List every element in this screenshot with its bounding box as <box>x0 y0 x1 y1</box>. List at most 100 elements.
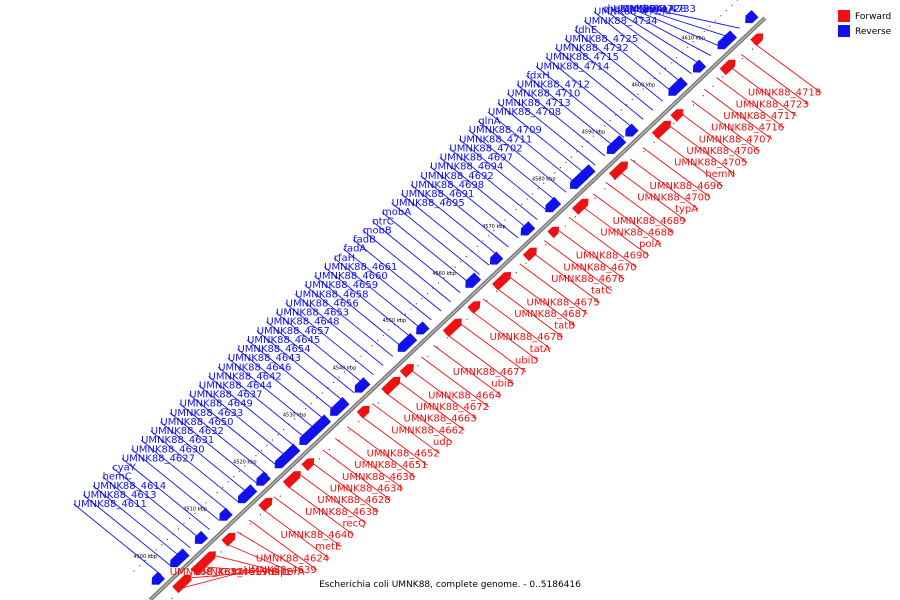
reverse-gene-feature <box>397 333 418 352</box>
scale-tick-label: 4610 kbp <box>681 35 705 41</box>
label-leader-line <box>478 120 567 193</box>
label-leader-line <box>584 20 673 93</box>
label-leader-line <box>429 166 519 239</box>
scale-dot <box>150 554 152 556</box>
scale-dot <box>454 266 456 268</box>
reverse-gene-label: UMNK88_4711 <box>459 134 532 145</box>
reverse-gene-label: fruA <box>642 4 663 15</box>
scale-dot <box>604 188 606 190</box>
scale-dot <box>358 421 360 423</box>
scale-dot <box>244 465 246 467</box>
reverse-gene-label: UMNK88_4613 <box>83 490 156 501</box>
label-leader-line <box>410 184 500 257</box>
label-leader-line <box>175 571 244 591</box>
label-leader-line <box>381 211 471 284</box>
forward-gene-label: UMNK88_4652 <box>367 449 440 460</box>
scale-dot <box>615 114 617 116</box>
forward-gene-feature <box>282 471 301 489</box>
scale-dot <box>742 57 744 60</box>
scale-dot <box>476 245 478 247</box>
scale-dot <box>653 141 655 143</box>
scale-dot <box>377 402 380 404</box>
label-leader-line <box>593 11 683 84</box>
scale-tick-label: 4560 kbp <box>432 271 456 277</box>
label-leader-line <box>150 430 239 503</box>
forward-gene-label: ubiB <box>491 379 513 390</box>
scale-dot <box>404 313 406 315</box>
scale-dot <box>631 98 633 101</box>
scale-dot <box>487 235 489 237</box>
scale-dot <box>592 135 595 137</box>
label-leader-line <box>753 42 822 94</box>
label-leader-line <box>310 461 379 513</box>
reverse-gene-feature <box>545 196 562 213</box>
label-leader-line <box>651 8 740 29</box>
scale-dot <box>349 366 351 368</box>
scale-dot <box>633 160 636 162</box>
scale-tick-label: 4590 kbp <box>582 130 606 136</box>
label-leader-lines <box>73 8 822 591</box>
scale-dot <box>382 334 384 336</box>
reverse-gene-feature <box>465 272 482 288</box>
scale-dot <box>427 355 429 358</box>
scale-dot <box>133 570 135 572</box>
scale-dot <box>282 428 285 431</box>
forward-gene-label: ubiD <box>515 355 538 366</box>
reverse-gene-label: UMNK88_4712 <box>517 80 590 91</box>
forward-gene-label: UMNK88_4624 <box>256 553 329 564</box>
label-leader-line <box>482 298 551 350</box>
reverse-gene-label: UMNK88_4695 <box>392 198 465 209</box>
scale-dot <box>482 240 484 242</box>
label-leader-line <box>568 216 637 268</box>
reverse-gene-label: UMNK88_4645 <box>247 335 320 346</box>
scale-dot <box>648 83 650 85</box>
reverse-gene-feature <box>745 10 759 24</box>
forward-gene-feature <box>381 376 401 396</box>
forward-gene-label: UMNK88_4651 <box>354 460 427 471</box>
scale-dot <box>437 346 439 348</box>
scale-dot <box>250 523 252 525</box>
reverse-gene-feature <box>569 164 596 189</box>
forward-gene-label: UMNK88_4706 <box>686 146 759 157</box>
reverse-gene-label: fadA <box>343 244 366 255</box>
label-leader-line <box>372 221 461 293</box>
forward-gene-label: tatA <box>530 344 551 355</box>
reverse-gene-feature <box>194 530 209 544</box>
scale-dot <box>328 448 330 451</box>
label-leader-line <box>544 240 613 291</box>
reverse-gene-label: UMNK88_4614 <box>93 481 166 492</box>
forward-gene-label: recQ <box>343 518 367 529</box>
scale-dot <box>426 292 429 294</box>
reverse-gene-label: ntrC <box>372 216 393 227</box>
reverse-gene-feature <box>606 135 627 154</box>
label-leader-line <box>224 542 293 573</box>
scale-dot <box>626 104 628 106</box>
reverse-gene-label: UMNK88_4691 <box>401 189 474 200</box>
reverse-gene-feature <box>354 377 371 393</box>
label-leader-line <box>333 257 423 330</box>
forward-gene-label: UMNK88_4675 <box>527 297 600 308</box>
label-leader-line <box>217 366 307 439</box>
label-leader-line <box>304 284 394 357</box>
scale-dot <box>564 225 567 227</box>
figure-caption: Escherichia coli UMNK88, complete genome… <box>319 580 581 590</box>
scale-dot <box>377 339 379 342</box>
label-leader-line <box>237 348 326 421</box>
reverse-gene-label: UMNK88_4659 <box>305 280 378 291</box>
reverse-gene-label: UMNK88_4727 <box>594 7 667 18</box>
forward-gene-label: hemN <box>705 169 735 180</box>
reverse-gene-label: UMNK88_4646 <box>218 362 291 373</box>
reverse-gene-feature <box>299 414 332 445</box>
reverse-gene-feature <box>274 443 301 469</box>
scale-dot <box>643 150 645 153</box>
reverse-gene-label: UMNK88_4633 <box>170 408 243 419</box>
label-leader-line <box>691 100 760 152</box>
reverse-gene-label: UMNK88_4648 <box>266 317 339 328</box>
reverse-gene-label: UMNK88_4715 <box>546 52 619 63</box>
label-leader-line <box>400 193 490 266</box>
reverse-gene-label: UMNK88_4725 <box>565 34 638 45</box>
forward-gene-label: UMNK88_4676 <box>551 274 624 285</box>
label-leader-line <box>728 65 797 117</box>
label-leader-line <box>111 467 201 540</box>
label-leader-line <box>199 566 268 573</box>
